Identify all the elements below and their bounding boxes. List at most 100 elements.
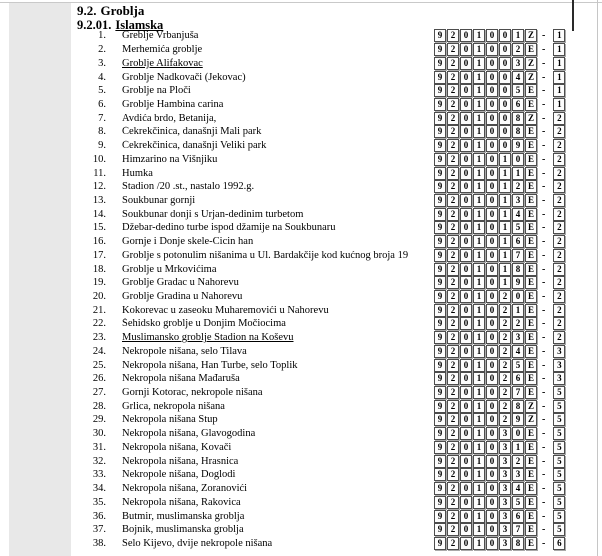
code-digit-box: 0: [486, 372, 498, 386]
code-separator: -: [542, 400, 546, 412]
code-letter-box: E: [525, 331, 537, 345]
code-digit-box: 3: [499, 482, 511, 496]
code-digit-box: 0: [499, 56, 511, 70]
area-code-box: 5: [553, 468, 566, 482]
code-digit-box: 0: [499, 111, 511, 125]
code-digit-box: 1: [473, 166, 485, 180]
item-name: Stadion /20 .st., nastalo 1992.g.: [122, 181, 255, 193]
code-letter-box: Z: [525, 70, 537, 84]
code-letter-box: E: [525, 523, 537, 537]
code-letter-box: E: [525, 303, 537, 317]
code-digit-box: 2: [447, 248, 459, 262]
code-digit-box: 1: [499, 193, 511, 207]
code-digit-box: 0: [486, 317, 498, 331]
code-digit-box: 2: [447, 386, 459, 400]
code-digit-box: 0: [486, 440, 498, 454]
code-digit-box: 2: [447, 468, 459, 482]
code-letter-box: E: [525, 344, 537, 358]
area-code-box: 2: [553, 248, 566, 262]
code-separator: -: [542, 373, 546, 385]
document-page: 9.2. Groblja 9.2.01. Islamska 1. Greblje V…: [72, 0, 572, 556]
area-code-box: 2: [553, 193, 566, 207]
area-code-box: 2: [553, 207, 566, 221]
subsection-number: 9.2.01.: [77, 18, 112, 32]
code-digit-box: 0: [460, 152, 472, 166]
code-digit-box: 9: [434, 248, 446, 262]
code-letter-box: E: [525, 97, 537, 111]
area-code-box: 2: [553, 125, 566, 139]
code-digit-box: 1: [473, 221, 485, 235]
code-digit-box: 0: [486, 56, 498, 70]
code-digit-box: 2: [499, 372, 511, 386]
item-name: Groblje Gradina u Nahorevu: [122, 291, 243, 303]
code-digit-box: 1: [473, 262, 485, 276]
code-digit-box: 1: [473, 427, 485, 441]
area-code-box: 3: [553, 358, 566, 372]
item-name: Groblje Hambina carina: [122, 98, 224, 110]
item-name: Bojnik, muslimanska groblja: [122, 524, 244, 536]
code-digit-box: 2: [447, 70, 459, 84]
code-digit-box: 3: [512, 56, 524, 70]
code-digit-box: 1: [473, 509, 485, 523]
code-digit-box: 9: [434, 29, 446, 43]
code-letter-box: E: [525, 207, 537, 221]
item-name: Čekrekčinica, današnji Mali park: [122, 126, 262, 138]
item-name: Himzarino na Višnjiku: [122, 153, 218, 165]
item-name: Groblje Alifakovac: [122, 57, 203, 69]
code-digit-box: 0: [460, 221, 472, 235]
code-digit-box: 0: [512, 290, 524, 304]
code-letter-box: E: [525, 43, 537, 57]
code-digit-box: 2: [447, 290, 459, 304]
code-digit-box: 0: [486, 29, 498, 43]
code-letter-box: E: [525, 482, 537, 496]
code-digit-box: 1: [473, 97, 485, 111]
code-separator: -: [542, 98, 546, 110]
code-digit-box: 3: [512, 468, 524, 482]
code-letter-box: E: [525, 221, 537, 235]
area-code-box: 2: [553, 290, 566, 304]
code-digit-box: 0: [460, 276, 472, 290]
code-digit-box: 0: [460, 331, 472, 345]
code-digit-box: 2: [447, 440, 459, 454]
code-digit-box: 0: [460, 290, 472, 304]
subsection-title: Islamska: [115, 18, 164, 32]
code-digit-box: 0: [460, 317, 472, 331]
code-digit-box: 9: [434, 413, 446, 427]
code-digit-box: 2: [499, 331, 511, 345]
area-code-box: 5: [553, 413, 566, 427]
code-digit-box: 2: [499, 358, 511, 372]
code-digit-box: 1: [473, 372, 485, 386]
code-digit-box: 0: [486, 331, 498, 345]
area-code-box: 3: [553, 344, 566, 358]
area-code-box: 2: [553, 235, 566, 249]
code-letter-box: E: [525, 290, 537, 304]
code-digit-box: 1: [499, 180, 511, 194]
code-digit-box: 3: [499, 427, 511, 441]
code-digit-box: 2: [447, 523, 459, 537]
code-digit-box: 0: [460, 193, 472, 207]
item-name: Nekropola nišana, Zoranovići: [122, 483, 248, 495]
code-digit-box: 8: [512, 125, 524, 139]
code-digit-box: 1: [473, 523, 485, 537]
item-number: 1.: [98, 30, 106, 42]
item-number: 29.: [92, 414, 106, 426]
code-separator: -: [542, 194, 546, 206]
code-digit-box: 2: [447, 276, 459, 290]
